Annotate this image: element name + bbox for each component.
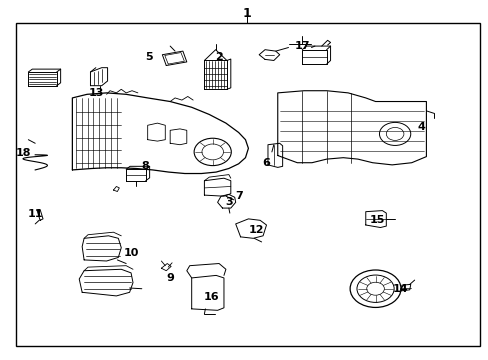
Text: 17: 17 [294, 41, 309, 51]
Text: 10: 10 [123, 248, 139, 258]
Text: 3: 3 [224, 197, 232, 207]
Text: 9: 9 [166, 273, 174, 283]
Text: 5: 5 [145, 52, 153, 62]
Text: 6: 6 [262, 158, 269, 168]
Text: 8: 8 [142, 161, 149, 171]
Text: 16: 16 [203, 292, 219, 302]
Text: 2: 2 [215, 52, 223, 62]
Text: 14: 14 [391, 284, 407, 294]
Bar [16, 23, 479, 346]
Text: 11: 11 [27, 209, 43, 219]
Text: 12: 12 [248, 225, 264, 235]
Text: 13: 13 [89, 88, 104, 98]
Text: 4: 4 [417, 122, 425, 132]
Text: 7: 7 [234, 191, 242, 201]
Text: 18: 18 [16, 148, 31, 158]
Text: 1: 1 [242, 7, 251, 20]
Text: 15: 15 [369, 215, 385, 225]
